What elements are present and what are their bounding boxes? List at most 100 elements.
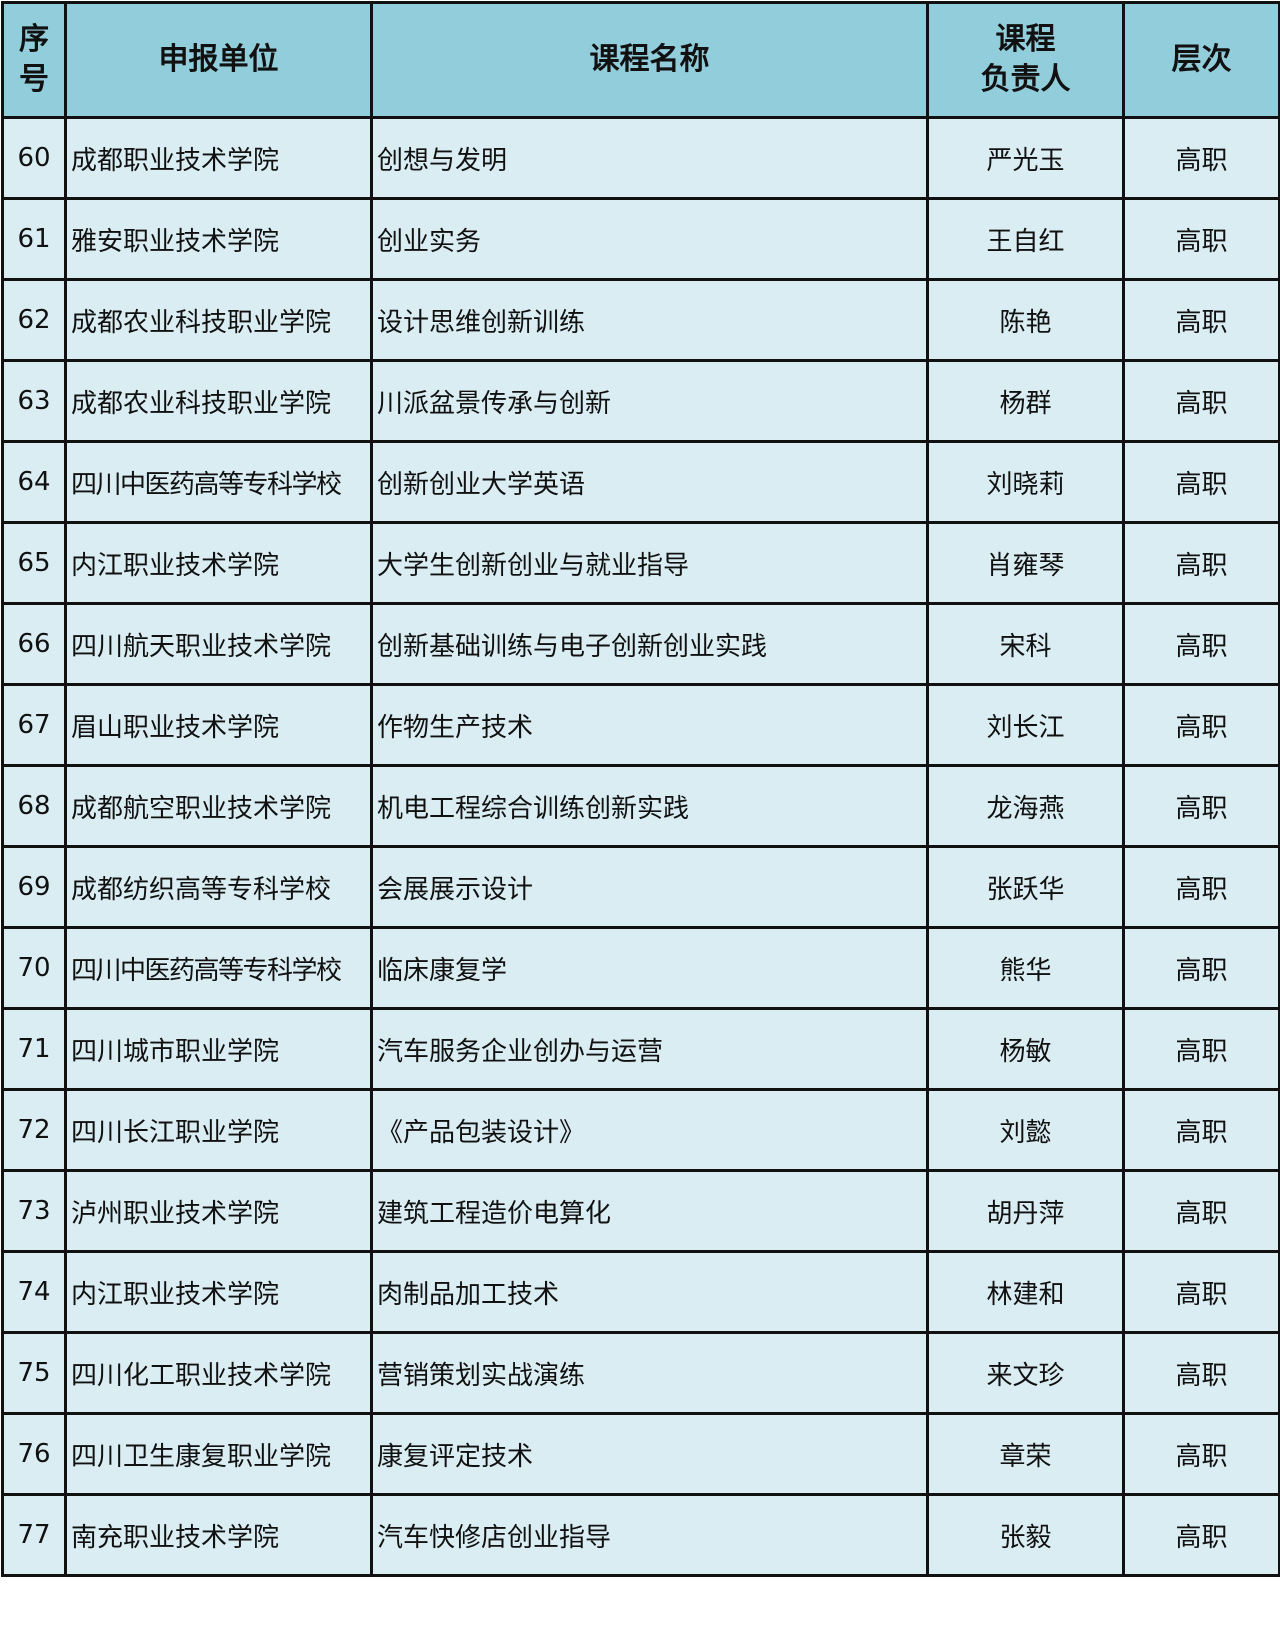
table-row: 66 四川航天职业技术学院 创新基础训练与电子创新创业实践 宋科 高职 bbox=[1, 602, 1280, 686]
header-course: 课程名称 bbox=[370, 1, 929, 119]
cell-unit: 成都农业科技职业学院 bbox=[64, 359, 373, 443]
cell-level: 高职 bbox=[1122, 1169, 1280, 1253]
cell-lead: 王自红 bbox=[926, 197, 1125, 281]
header-seq: 序号 bbox=[1, 1, 67, 119]
table-row: 61 雅安职业技术学院 创业实务 王自红 高职 bbox=[1, 197, 1280, 281]
cell-level: 高职 bbox=[1122, 1007, 1280, 1091]
cell-level: 高职 bbox=[1122, 116, 1280, 200]
cell-lead: 杨敏 bbox=[926, 1007, 1125, 1091]
header-row: 序号 申报单位 课程名称 课程 负责人 层次 bbox=[1, 1, 1280, 119]
cell-lead: 林建和 bbox=[926, 1250, 1125, 1334]
cell-course: 肉制品加工技术 bbox=[370, 1250, 929, 1334]
cell-lead: 熊华 bbox=[926, 926, 1125, 1010]
cell-seq: 70 bbox=[1, 926, 67, 1010]
cell-unit: 内江职业技术学院 bbox=[64, 1250, 373, 1334]
cell-course: 建筑工程造价电算化 bbox=[370, 1169, 929, 1253]
table-row: 69 成都纺织高等专科学校 会展展示设计 张跃华 高职 bbox=[1, 845, 1280, 929]
table-row: 71 四川城市职业学院 汽车服务企业创办与运营 杨敏 高职 bbox=[1, 1007, 1280, 1091]
cell-seq: 73 bbox=[1, 1169, 67, 1253]
cell-unit: 成都纺织高等专科学校 bbox=[64, 845, 373, 929]
cell-unit: 成都航空职业技术学院 bbox=[64, 764, 373, 848]
cell-seq: 68 bbox=[1, 764, 67, 848]
cell-lead: 刘长江 bbox=[926, 683, 1125, 767]
header-lead: 课程 负责人 bbox=[926, 1, 1125, 119]
table-row: 74 内江职业技术学院 肉制品加工技术 林建和 高职 bbox=[1, 1250, 1280, 1334]
cell-lead: 严光玉 bbox=[926, 116, 1125, 200]
table-row: 75 四川化工职业技术学院 营销策划实战演练 来文珍 高职 bbox=[1, 1331, 1280, 1415]
cell-unit: 四川中医药高等专科学校 bbox=[64, 440, 373, 524]
cell-seq: 74 bbox=[1, 1250, 67, 1334]
cell-seq: 69 bbox=[1, 845, 67, 929]
cell-unit: 南充职业技术学院 bbox=[64, 1493, 373, 1577]
table-row: 67 眉山职业技术学院 作物生产技术 刘长江 高职 bbox=[1, 683, 1280, 767]
cell-seq: 71 bbox=[1, 1007, 67, 1091]
cell-level: 高职 bbox=[1122, 926, 1280, 1010]
cell-unit: 成都职业技术学院 bbox=[64, 116, 373, 200]
cell-course: 作物生产技术 bbox=[370, 683, 929, 767]
cell-lead: 来文珍 bbox=[926, 1331, 1125, 1415]
cell-unit: 四川航天职业技术学院 bbox=[64, 602, 373, 686]
cell-unit: 内江职业技术学院 bbox=[64, 521, 373, 605]
table-row: 76 四川卫生康复职业学院 康复评定技术 章荣 高职 bbox=[1, 1412, 1280, 1496]
cell-seq: 76 bbox=[1, 1412, 67, 1496]
header-unit: 申报单位 bbox=[64, 1, 373, 119]
course-table: 序号 申报单位 课程名称 课程 负责人 层次 60 成都职业技术学院 创想与发明 严光玉… bbox=[1, 1, 1280, 1577]
cell-course: 临床康复学 bbox=[370, 926, 929, 1010]
cell-course: 康复评定技术 bbox=[370, 1412, 929, 1496]
cell-seq: 75 bbox=[1, 1331, 67, 1415]
cell-level: 高职 bbox=[1122, 845, 1280, 929]
cell-course: 营销策划实战演练 bbox=[370, 1331, 929, 1415]
cell-unit: 四川化工职业技术学院 bbox=[64, 1331, 373, 1415]
cell-seq: 77 bbox=[1, 1493, 67, 1577]
cell-course: 设计思维创新训练 bbox=[370, 278, 929, 362]
cell-seq: 61 bbox=[1, 197, 67, 281]
cell-seq: 62 bbox=[1, 278, 67, 362]
cell-course: 创新创业大学英语 bbox=[370, 440, 929, 524]
cell-level: 高职 bbox=[1122, 359, 1280, 443]
cell-level: 高职 bbox=[1122, 440, 1280, 524]
table-row: 73 泸州职业技术学院 建筑工程造价电算化 胡丹萍 高职 bbox=[1, 1169, 1280, 1253]
cell-course: 《产品包装设计》 bbox=[370, 1088, 929, 1172]
cell-level: 高职 bbox=[1122, 1088, 1280, 1172]
cell-course: 汽车快修店创业指导 bbox=[370, 1493, 929, 1577]
cell-unit: 四川城市职业学院 bbox=[64, 1007, 373, 1091]
cell-lead: 龙海燕 bbox=[926, 764, 1125, 848]
table-row: 77 南充职业技术学院 汽车快修店创业指导 张毅 高职 bbox=[1, 1493, 1280, 1577]
cell-course: 创新基础训练与电子创新创业实践 bbox=[370, 602, 929, 686]
cell-seq: 72 bbox=[1, 1088, 67, 1172]
cell-level: 高职 bbox=[1122, 1493, 1280, 1577]
cell-level: 高职 bbox=[1122, 278, 1280, 362]
cell-lead: 刘晓莉 bbox=[926, 440, 1125, 524]
cell-lead: 宋科 bbox=[926, 602, 1125, 686]
cell-seq: 64 bbox=[1, 440, 67, 524]
cell-level: 高职 bbox=[1122, 683, 1280, 767]
cell-level: 高职 bbox=[1122, 197, 1280, 281]
header-level: 层次 bbox=[1122, 1, 1280, 119]
cell-seq: 60 bbox=[1, 116, 67, 200]
cell-course: 机电工程综合训练创新实践 bbox=[370, 764, 929, 848]
table-row: 64 四川中医药高等专科学校 创新创业大学英语 刘晓莉 高职 bbox=[1, 440, 1280, 524]
cell-unit: 成都农业科技职业学院 bbox=[64, 278, 373, 362]
table-row: 70 四川中医药高等专科学校 临床康复学 熊华 高职 bbox=[1, 926, 1280, 1010]
table-row: 72 四川长江职业学院 《产品包装设计》 刘懿 高职 bbox=[1, 1088, 1280, 1172]
cell-lead: 胡丹萍 bbox=[926, 1169, 1125, 1253]
table-row: 60 成都职业技术学院 创想与发明 严光玉 高职 bbox=[1, 116, 1280, 200]
table-row: 63 成都农业科技职业学院 川派盆景传承与创新 杨群 高职 bbox=[1, 359, 1280, 443]
table-row: 62 成都农业科技职业学院 设计思维创新训练 陈艳 高职 bbox=[1, 278, 1280, 362]
table-row: 65 内江职业技术学院 大学生创新创业与就业指导 肖雍琴 高职 bbox=[1, 521, 1280, 605]
cell-course: 川派盆景传承与创新 bbox=[370, 359, 929, 443]
cell-unit: 眉山职业技术学院 bbox=[64, 683, 373, 767]
cell-level: 高职 bbox=[1122, 764, 1280, 848]
cell-unit: 四川长江职业学院 bbox=[64, 1088, 373, 1172]
cell-seq: 65 bbox=[1, 521, 67, 605]
cell-lead: 张跃华 bbox=[926, 845, 1125, 929]
cell-unit: 四川卫生康复职业学院 bbox=[64, 1412, 373, 1496]
cell-lead: 章荣 bbox=[926, 1412, 1125, 1496]
cell-course: 创业实务 bbox=[370, 197, 929, 281]
cell-unit: 泸州职业技术学院 bbox=[64, 1169, 373, 1253]
cell-seq: 63 bbox=[1, 359, 67, 443]
cell-lead: 张毅 bbox=[926, 1493, 1125, 1577]
cell-seq: 66 bbox=[1, 602, 67, 686]
cell-lead: 肖雍琴 bbox=[926, 521, 1125, 605]
cell-lead: 陈艳 bbox=[926, 278, 1125, 362]
